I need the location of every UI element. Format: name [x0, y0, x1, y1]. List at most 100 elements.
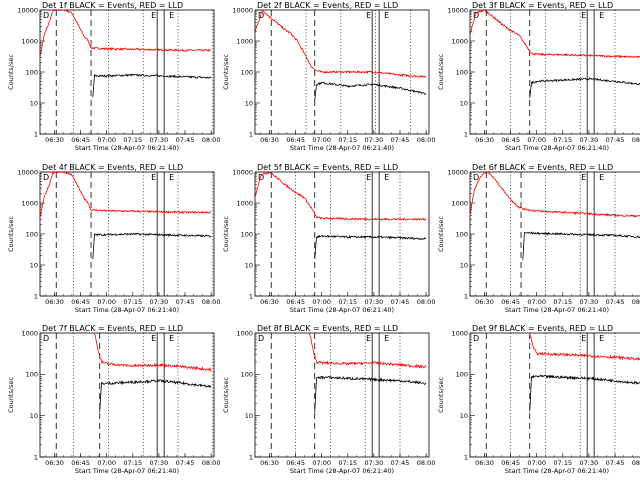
panel-title: Det 7f BLACK = Events, RED = LLD — [42, 324, 183, 333]
y-tick-label: 100 — [241, 68, 253, 76]
y-axis-label: Counts/sec — [222, 216, 230, 252]
panel-title: Det 9f BLACK = Events, RED = LLD — [472, 324, 613, 333]
corner-label-mid: E — [151, 11, 156, 20]
y-tick-label: 1 — [249, 130, 253, 138]
corner-label-left: D — [258, 173, 264, 182]
x-tick-label: 07:15 — [553, 298, 572, 306]
x-tick-label: 06:30 — [45, 459, 64, 467]
y-axis-label: Counts/sec — [7, 54, 15, 90]
series-line-lld — [529, 333, 640, 361]
x-tick-label: 07:45 — [176, 459, 195, 467]
y-tick-label: 1 — [249, 292, 253, 300]
x-axis-label: Start Time (28-Apr-07 06:21:40) — [290, 306, 394, 314]
series-line-lld — [255, 10, 427, 79]
x-tick-label: 06:30 — [475, 459, 494, 467]
y-tick-label: 10 — [245, 412, 253, 420]
corner-label-right: E — [169, 173, 174, 182]
panel-det-8: Det 8f BLACK = Events, RED = LLD 1 10 100 10… — [222, 324, 435, 475]
y-tick-label: 10000 — [17, 168, 38, 176]
panel-title: Det 5f BLACK = Events, RED = LLD — [257, 163, 398, 172]
panel-det-4: Det 4f BLACK = Events, RED = LLD 1 10 100 10… — [7, 163, 220, 314]
x-axis-label: Start Time (28-Apr-07 06:21:40) — [505, 306, 609, 314]
x-tick-label: 08:00 — [632, 298, 640, 306]
corner-label-right: E — [384, 173, 389, 182]
panel-det-7: Det 7f BLACK = Events, RED = LLD 1 10 100 10… — [7, 324, 220, 475]
corner-label-mid: E — [366, 11, 371, 20]
x-tick-label: 06:30 — [45, 298, 64, 306]
panel-det-2: Det 2f BLACK = Events, RED = LLD 1 10 100 10… — [222, 1, 435, 152]
y-tick-label: 1 — [464, 453, 468, 461]
x-tick-label: 08:00 — [632, 459, 640, 467]
y-tick-label: 10000 — [17, 6, 38, 14]
x-tick-label: 06:30 — [475, 298, 494, 306]
y-tick-label: 10 — [460, 99, 468, 107]
y-axis-label: Counts/sec — [7, 377, 15, 413]
panel-det-9: Det 9f BLACK = Events, RED = LLD 1 10 100 10… — [437, 324, 640, 475]
x-axis-label: Start Time (28-Apr-07 06:21:40) — [505, 144, 609, 152]
y-tick-label: 10 — [245, 99, 253, 107]
x-tick-label: 06:45 — [71, 136, 90, 144]
corner-label-mid: E — [581, 334, 586, 343]
y-tick-label: 1 — [464, 292, 468, 300]
y-tick-label: 10 — [30, 99, 38, 107]
y-axis-label: Counts/sec — [437, 377, 445, 413]
x-tick-label: 07:30 — [150, 136, 169, 144]
x-tick-label: 07:45 — [176, 136, 195, 144]
y-axis-label: Counts/sec — [437, 216, 445, 252]
x-tick-label: 06:45 — [71, 298, 90, 306]
y-tick-label: 100 — [241, 371, 253, 379]
y-axis-label: Counts/sec — [7, 216, 15, 252]
x-axis-label: Start Time (28-Apr-07 06:21:40) — [75, 144, 179, 152]
x-tick-label: 07:45 — [391, 298, 410, 306]
corner-label-mid: E — [366, 334, 371, 343]
y-tick-label: 1 — [34, 292, 38, 300]
corner-label-right: E — [599, 173, 604, 182]
corner-label-right: E — [384, 11, 389, 20]
panel-title: Det 2f BLACK = Events, RED = LLD — [257, 1, 398, 10]
x-tick-label: 07:15 — [338, 459, 357, 467]
x-tick-label: 06:30 — [260, 136, 279, 144]
x-tick-label: 07:00 — [97, 298, 116, 306]
panel-title: Det 6f BLACK = Events, RED = LLD — [472, 163, 613, 172]
corner-label-mid: E — [151, 173, 156, 182]
x-tick-label: 08:00 — [202, 298, 221, 306]
x-tick-label: 07:15 — [123, 459, 142, 467]
series-line-lld — [40, 172, 212, 219]
panel-det-6: Det 6f BLACK = Events, RED = LLD 1 10 100 10… — [437, 163, 640, 314]
y-tick-label: 1 — [34, 453, 38, 461]
corner-label-left: D — [43, 334, 49, 343]
x-tick-label: 06:30 — [475, 136, 494, 144]
x-tick-label: 07:00 — [97, 459, 116, 467]
x-tick-label: 06:45 — [286, 136, 305, 144]
x-tick-label: 07:45 — [606, 459, 625, 467]
y-tick-label: 100 — [26, 68, 38, 76]
series-line-lld — [94, 333, 212, 372]
x-tick-label: 06:30 — [45, 136, 64, 144]
x-tick-label: 07:00 — [527, 136, 546, 144]
plot-frame — [39, 9, 215, 135]
x-tick-label: 06:45 — [501, 459, 520, 467]
panel-det-1: Det 1f BLACK = Events, RED = LLD 1 10 100 10… — [7, 1, 220, 152]
series-line-lld — [255, 172, 427, 222]
x-tick-label: 07:00 — [312, 459, 331, 467]
y-axis-label: Counts/sec — [222, 377, 230, 413]
series-line-events — [314, 234, 427, 260]
panel-title: Det 1f BLACK = Events, RED = LLD — [42, 1, 183, 10]
x-tick-label: 07:00 — [97, 136, 116, 144]
x-tick-label: 08:00 — [202, 136, 221, 144]
x-tick-label: 06:45 — [286, 298, 305, 306]
y-tick-label: 1000 — [21, 37, 38, 45]
corner-label-right: E — [599, 334, 604, 343]
series-line-lld — [470, 172, 640, 218]
corner-label-left: D — [43, 173, 49, 182]
y-tick-label: 10000 — [447, 168, 468, 176]
plot-frame — [254, 171, 430, 297]
series-line-events — [99, 379, 212, 413]
corner-label-left: D — [473, 173, 479, 182]
corner-label-mid: E — [581, 11, 586, 20]
series-line-lld — [470, 10, 640, 59]
x-tick-label: 07:30 — [580, 298, 599, 306]
y-tick-label: 10 — [30, 261, 38, 269]
y-tick-label: 10000 — [232, 168, 253, 176]
